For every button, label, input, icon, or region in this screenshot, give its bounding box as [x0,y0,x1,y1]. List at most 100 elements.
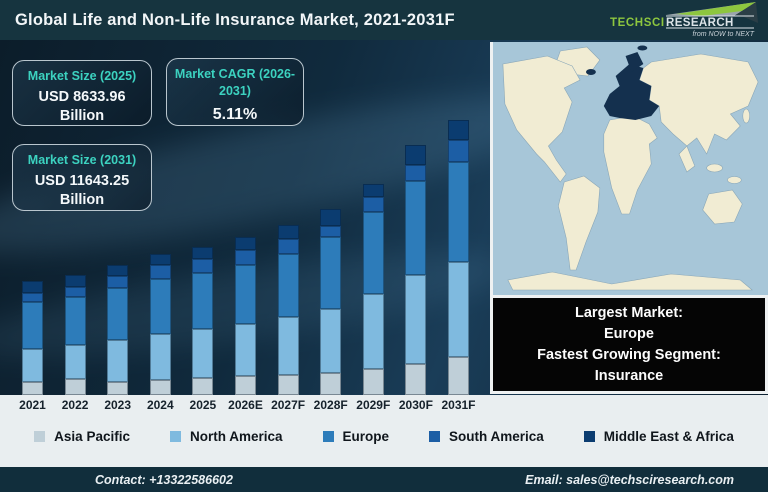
bar-segment-europe [149,279,171,334]
bar-segment-north-america [320,309,342,373]
x-axis-label-2029F: 2029F [356,398,391,412]
bar-2021 [22,281,43,395]
legend-item-north-america: North America [169,428,283,444]
bar-segment-europe [235,265,256,324]
bar-2022 [64,275,86,395]
logo-rule-bottom [666,27,754,29]
bar-segment-north-america [149,334,171,380]
page-title: Global Life and Non-Life Insurance Marke… [15,11,455,29]
callout-line-1: Largest Market: [575,304,683,321]
largest-market-callout: Largest Market: Europe Fastest Growing S… [490,295,768,394]
bar-segment-middle-east-africa [22,281,43,293]
logo-text-techsci: TECHSCI [610,17,665,29]
x-axis-label-2028F: 2028F [313,398,348,412]
logo-tagline: from NOW to NEXT [693,31,755,38]
bar-2025 [192,247,214,395]
bar-segment-north-america [192,329,214,378]
bar-segment-asia-pacific [192,378,214,395]
map-south-america [557,175,601,271]
bar-segment-south-america [64,287,86,297]
legend-item-asia-pacific: Asia Pacific [34,429,130,444]
legend-swatch-middle-east-africa [583,430,595,442]
logo-arrow-dark [734,2,758,23]
bar-2027F [277,225,299,395]
bar-segment-south-america [192,259,214,273]
legend-item-europe: Europe [322,429,389,444]
bar-segment-south-america [448,140,469,162]
map-north-america [502,55,581,183]
bar-segment-middle-east-africa [320,209,342,226]
legend-swatch-north-america [169,430,181,442]
market-size-2031-value: USD 11643.25 [34,172,130,189]
header-bar: Global Life and Non-Life Insurance Marke… [0,0,768,40]
map-antarctica [507,271,753,291]
bar-segment-middle-east-africa [64,275,86,287]
bar-segment-north-america [22,349,43,382]
map-iceland [585,69,596,75]
bar-segment-middle-east-africa [362,184,384,197]
bar-2031F [448,120,469,395]
bar-2028F [320,209,342,395]
legend-label-north-america: North America [189,428,283,444]
bar-segment-north-america [107,340,129,382]
chart-legend: Asia Pacific North America Europe South … [0,424,768,448]
bar-2029F [362,184,384,395]
bar-segment-europe [107,288,129,340]
bar-segment-asia-pacific [362,369,384,395]
bar-segment-middle-east-africa [192,247,214,259]
bar-segment-south-america [405,165,427,181]
bar-segment-north-america [448,262,469,357]
x-axis-label-2023: 2023 [104,398,132,412]
bar-segment-asia-pacific [320,373,342,395]
callout-line-4: Insurance [594,367,664,384]
bar-segment-europe [192,273,214,329]
bar-segment-asia-pacific [22,382,43,395]
bar-segment-middle-east-africa [448,120,469,140]
bar-segment-north-america [277,317,299,375]
bar-segment-middle-east-africa [107,265,129,276]
bar-segment-europe [405,181,427,275]
map-landmasses [502,46,759,291]
market-size-2031-title: Market Size (2031) [27,153,137,167]
bar-segment-asia-pacific [405,364,427,395]
bar-segment-asia-pacific [448,357,469,395]
map-asia [639,53,759,155]
map-indonesia [727,176,742,184]
x-axis-label-2022: 2022 [61,398,89,412]
legend-swatch-asia-pacific [34,430,46,442]
market-size-2025-title: Market Size (2025) [27,69,137,83]
bar-segment-north-america [405,275,427,364]
legend-item-middle-east-africa: Middle East & Africa [583,429,734,444]
bar-segment-south-america [320,226,342,237]
bar-segment-asia-pacific [235,376,256,395]
bar-segment-europe [320,237,342,309]
bar-segment-south-america [235,250,256,265]
legend-swatch-europe [322,430,334,442]
market-cagr-title: Market CAGR (2026-2031) [174,67,296,98]
bar-segment-asia-pacific [277,375,299,395]
bar-segment-north-america [362,294,384,369]
bar-segment-europe [64,297,86,345]
bar-segment-asia-pacific [64,379,86,395]
market-size-2031-box: Market Size (2031) USD 11643.25 Billion [12,144,152,211]
bar-2024 [149,254,171,395]
x-axis-label-2021: 2021 [19,398,46,412]
x-axis-label-2026E: 2026E [228,398,263,412]
bar-segment-south-america [22,293,43,302]
bar-segment-south-america [277,239,299,254]
legend-swatch-south-america [429,430,441,442]
footer-email: Email: sales@techsciresearch.com [525,472,734,487]
bar-2026E [235,237,256,395]
techsci-logo: TECHSCI RESEARCH from NOW to NEXT [610,2,758,38]
bar-segment-south-america [362,197,384,212]
map-scandinavia [625,52,644,72]
bar-segment-north-america [64,345,86,379]
world-map [493,42,768,295]
x-axis-label-2031F: 2031F [441,398,476,412]
market-size-2025-value: USD 8633.96 [38,88,126,105]
map-japan [742,108,750,124]
bar-segment-europe [448,162,469,262]
legend-item-south-america: South America [429,429,544,444]
stacked-bar-chart: 2021 2022 2023 2024 2025 2026E 2027F 2028F 2029F… [0,40,490,412]
map-svalbard [637,45,648,51]
